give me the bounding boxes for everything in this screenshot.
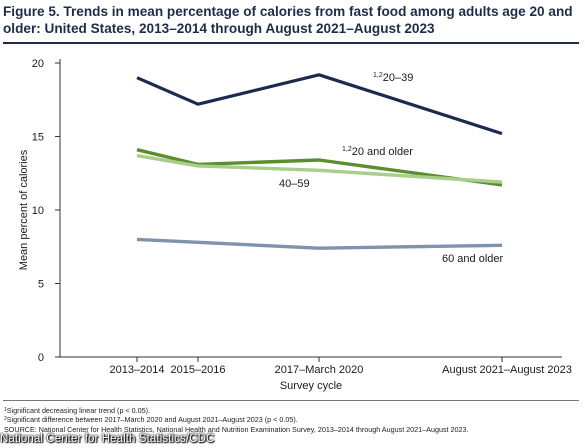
x-axis-title: Survey cycle <box>280 380 342 392</box>
line-chart: 0 5 10 15 20 2013–2014 2015–2016 2017–March 202… <box>18 58 572 392</box>
chart-series <box>136 73 503 250</box>
y-tick-label-4: 20 <box>32 58 44 70</box>
footnote-1-marker: 1 <box>4 407 7 413</box>
series-line-0 <box>136 73 503 136</box>
title-rule <box>3 42 579 44</box>
y-tick-label-3: 15 <box>32 132 44 144</box>
x-tick-label-0: 2013–2014 <box>109 364 164 376</box>
series-label-2: 40–59 <box>279 178 310 190</box>
series-label-1: 1,220 and older <box>342 146 413 158</box>
footnote-2-text: Significant difference between 2017–Marc… <box>6 415 298 425</box>
chart-axes: 0 5 10 15 20 2013–2014 2015–2016 2017–March 202… <box>18 58 572 392</box>
figure-title: Figure 5. Trends in mean percentage of c… <box>3 4 573 36</box>
image-credit: National Center for Health Statistics/CD… <box>0 433 215 445</box>
series-label-0-name: 20–39 <box>383 72 414 84</box>
series-label-3: 60 and older <box>442 253 503 265</box>
series-label-1-name: 20 and older <box>352 146 413 158</box>
y-tick-label-0: 0 <box>38 352 44 364</box>
series-line-3 <box>136 237 503 250</box>
y-tick-label-1: 5 <box>38 279 44 291</box>
y-tick-label-2: 10 <box>32 205 44 217</box>
chart-frame <box>3 44 579 401</box>
footnote-1: 1Significant decreasing linear trend (p … <box>4 406 582 415</box>
footnote-1-text: Significant decreasing linear trend (p <… <box>6 406 151 415</box>
footnote-2-marker: 2 <box>4 416 7 423</box>
series-line-2 <box>136 153 503 184</box>
series-line-1 <box>136 148 503 187</box>
series-label-0: 1,220–39 <box>373 72 413 84</box>
x-tick-label-2: 2017–March 2020 <box>275 364 364 376</box>
footnote-source: SOURCE: National Center for Health Stati… <box>4 425 582 434</box>
x-tick-label-3: August 2021–August 2023 <box>442 364 572 376</box>
x-tick-label-1: 2015–2016 <box>170 364 225 376</box>
y-axis-title: Mean percent of calories <box>18 149 30 270</box>
footnotes: 1Significant decreasing linear trend (p … <box>4 406 582 434</box>
series-label-1-sup: 1,2 <box>342 146 352 153</box>
footnote-source-text: SOURCE: National Center for Health Stati… <box>4 424 469 434</box>
footnote-2: 2Significant difference between 2017–Mar… <box>4 415 582 424</box>
series-label-0-sup: 1,2 <box>373 72 383 79</box>
